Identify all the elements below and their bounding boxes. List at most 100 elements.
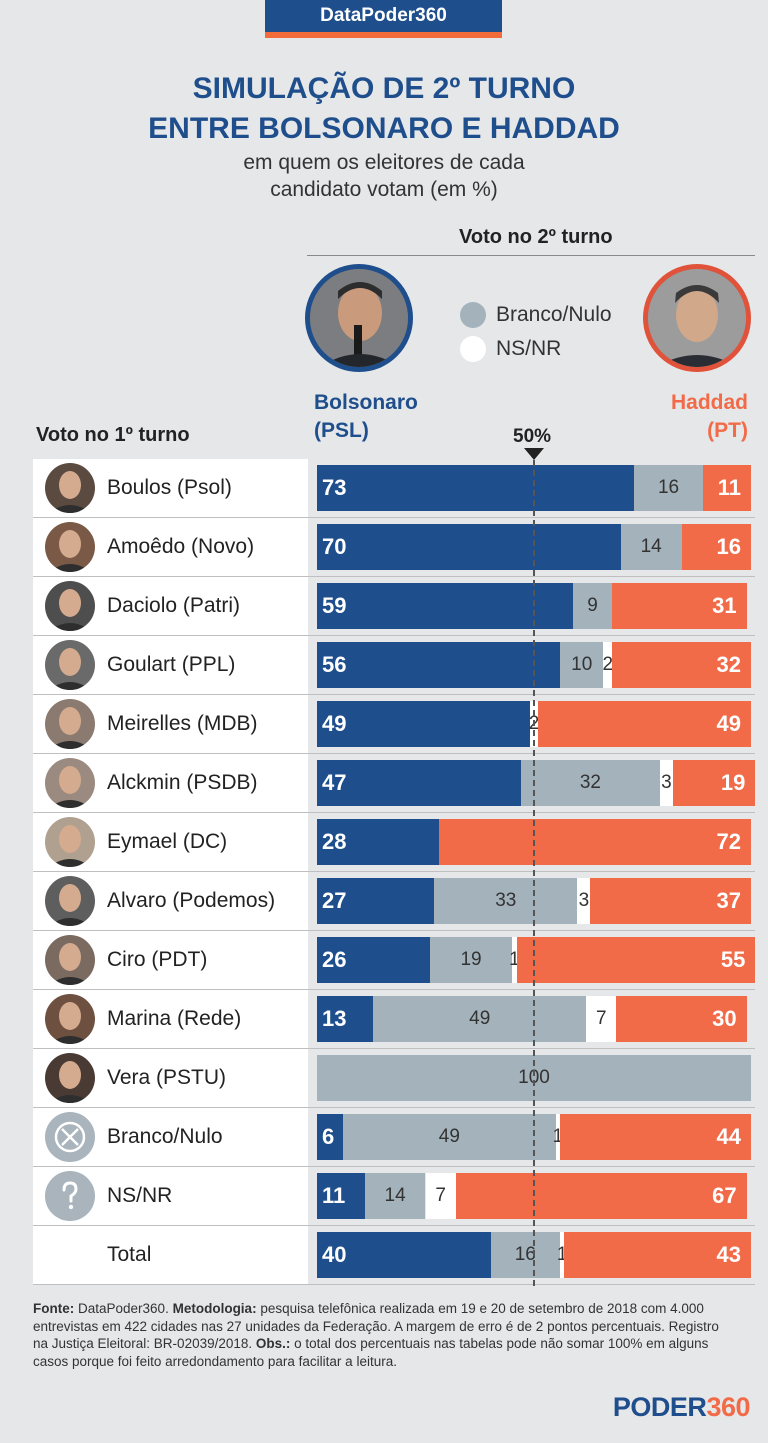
poder360-logo: PODER360 — [612, 1392, 751, 1423]
bar-value-bolsonaro: 11 — [322, 1183, 346, 1208]
row-label: Alvaro (Podemos) — [107, 889, 276, 912]
stacked-bar: 28 72 — [317, 819, 751, 865]
row-label-cell: Amoêdo (Novo) — [33, 518, 308, 576]
chart-row: Boulos (Psol) 73 16 11 — [33, 459, 755, 518]
logo-part-360: 360 — [706, 1392, 750, 1422]
row-divider — [33, 1107, 755, 1108]
midpoint-label: 50% — [513, 426, 552, 447]
chart-row: Meirelles (MDB) 49 2 49 — [33, 695, 755, 754]
stacked-bar: 27 33 3 37 — [317, 878, 751, 924]
bolsonaro-portrait-icon — [310, 269, 408, 367]
bolsonaro-label-party: (PSL) — [314, 419, 369, 442]
row-label-cell: Daciolo (Patri) — [33, 577, 308, 635]
bar-segment-branco-nulo: 14 — [620, 524, 682, 570]
bar-segment-bolsonaro: 59 — [317, 583, 574, 629]
row-label: Total — [107, 1243, 152, 1266]
bar-value-haddad: 32 — [716, 652, 741, 677]
stacked-bar: 6 49 1 44 — [317, 1114, 751, 1160]
bar-value-branco-nulo: 14 — [640, 536, 662, 557]
row-divider — [33, 694, 755, 695]
row-label: Meirelles (MDB) — [107, 712, 258, 735]
bar-segment-bolsonaro: 26 — [317, 937, 430, 983]
row-divider — [33, 1166, 755, 1167]
bar-value-bolsonaro: 28 — [322, 829, 347, 854]
chart-subtitle-line1: em quem os eleitores de cada — [243, 151, 525, 174]
row-label-cell: Vera (PSTU) — [33, 1049, 308, 1107]
row-label: Eymael (DC) — [107, 830, 228, 853]
row-label-cell: Ciro (PDT) — [33, 931, 308, 989]
bar-segment-haddad: 49 — [538, 701, 751, 747]
bar-value-haddad: 11 — [717, 475, 741, 500]
footer-metodologia-text: pesquisa telefônica realizada em 19 e 20… — [33, 1301, 719, 1351]
brand-tab: DataPoder360 — [265, 0, 502, 38]
candidate-avatar — [45, 463, 95, 513]
chart-row: Alvaro (Podemos) 27 33 3 37 — [33, 872, 755, 931]
chart-row: Branco/Nulo 6 49 1 44 — [33, 1108, 755, 1167]
candidate-avatar — [45, 640, 95, 690]
bar-segment-bolsonaro: 6 — [317, 1114, 344, 1160]
bar-value-haddad: 44 — [716, 1124, 741, 1149]
header-divider — [307, 255, 755, 256]
row-label-cell: Alckmin (PSDB) — [33, 754, 308, 812]
bar-segment-haddad: 32 — [612, 642, 751, 688]
legend-swatch-ns-nr — [460, 336, 486, 362]
bar-value-branco-nulo: 49 — [469, 1008, 491, 1029]
bar-value-haddad: 30 — [712, 1006, 737, 1031]
footer-metodologia-label: Metodologia: — [172, 1301, 257, 1316]
bar-segment-ns-nr: 2 — [602, 642, 614, 688]
midpoint-marker-icon — [524, 448, 544, 460]
row-divider — [33, 635, 755, 636]
logo-part-poder: PODER — [612, 1392, 707, 1422]
haddad-avatar — [643, 264, 751, 372]
bar-segment-bolsonaro: 13 — [317, 996, 374, 1042]
bar-segment-branco-nulo: 16 — [490, 1232, 561, 1278]
row-divider — [33, 753, 755, 754]
row-label: Daciolo (Patri) — [107, 594, 241, 617]
bar-value-branco-nulo: 33 — [495, 890, 517, 911]
candidate-avatar — [45, 876, 95, 926]
bar-value-bolsonaro: 13 — [322, 1006, 347, 1031]
bar-segment-bolsonaro: 40 — [317, 1232, 491, 1278]
row-label-cell: Goulart (PPL) — [33, 636, 308, 694]
bar-value-ns-nr: 2 — [602, 654, 614, 675]
bar-segment-ns-nr: 3 — [659, 760, 673, 806]
bolsonaro-avatar — [305, 264, 413, 372]
bar-segment-branco-nulo: 32 — [520, 760, 660, 806]
bar-value-bolsonaro: 47 — [322, 770, 347, 795]
bar-value-branco-nulo: 16 — [657, 477, 680, 498]
row-divider — [33, 1048, 755, 1049]
chart-title-line1: SIMULAÇÃO DE 2º TURNO — [192, 72, 576, 105]
row-label: Ciro (PDT) — [107, 948, 208, 971]
candidate-avatar — [45, 581, 95, 631]
chart-title-line2: ENTRE BOLSONARO E HADDAD — [148, 112, 620, 145]
row-label-cell: Marina (Rede) — [33, 990, 308, 1048]
bar-segment-ns-nr: 1 — [557, 1232, 567, 1278]
bar-value-branco-nulo: 16 — [514, 1244, 536, 1265]
bar-segment-haddad: 11 — [703, 465, 751, 511]
bar-segment-branco-nulo: 49 — [373, 996, 587, 1042]
bar-segment-haddad: 37 — [590, 878, 751, 924]
chart-row: Ciro (PDT) 26 19 1 55 — [33, 931, 756, 990]
haddad-portrait-icon — [648, 269, 746, 367]
bar-value-ns-nr: 7 — [595, 1008, 607, 1029]
bar-segment-haddad: 55 — [516, 937, 756, 983]
chart-row: Alckmin (PSDB) 47 32 3 19 — [33, 754, 756, 813]
stacked-bar: 73 16 11 — [317, 465, 751, 511]
bar-segment-haddad: 43 — [564, 1232, 751, 1278]
bar-value-ns-nr: 1 — [509, 949, 520, 970]
bar-value-haddad: 19 — [720, 770, 746, 795]
bar-segment-bolsonaro: 49 — [317, 701, 530, 747]
bar-value-haddad: 49 — [716, 711, 741, 736]
legend-swatch-branco-nulo — [460, 302, 486, 328]
bar-segment-bolsonaro: 73 — [317, 465, 634, 511]
first-round-header: Voto no 1º turno — [36, 424, 190, 446]
bar-segment-haddad: 44 — [560, 1114, 751, 1160]
stacked-bar: 11 14 7 67 — [317, 1173, 751, 1219]
bolsonaro-label-name: Bolsonaro — [314, 391, 418, 414]
row-divider — [33, 1284, 755, 1285]
bar-value-haddad: 16 — [716, 534, 741, 559]
row-label-cell: NS/NR — [33, 1167, 308, 1225]
candidate-avatar — [45, 935, 95, 985]
bar-value-ns-nr: 1 — [556, 1244, 568, 1265]
chart-row: Marina (Rede) 13 49 7 30 — [33, 990, 755, 1049]
